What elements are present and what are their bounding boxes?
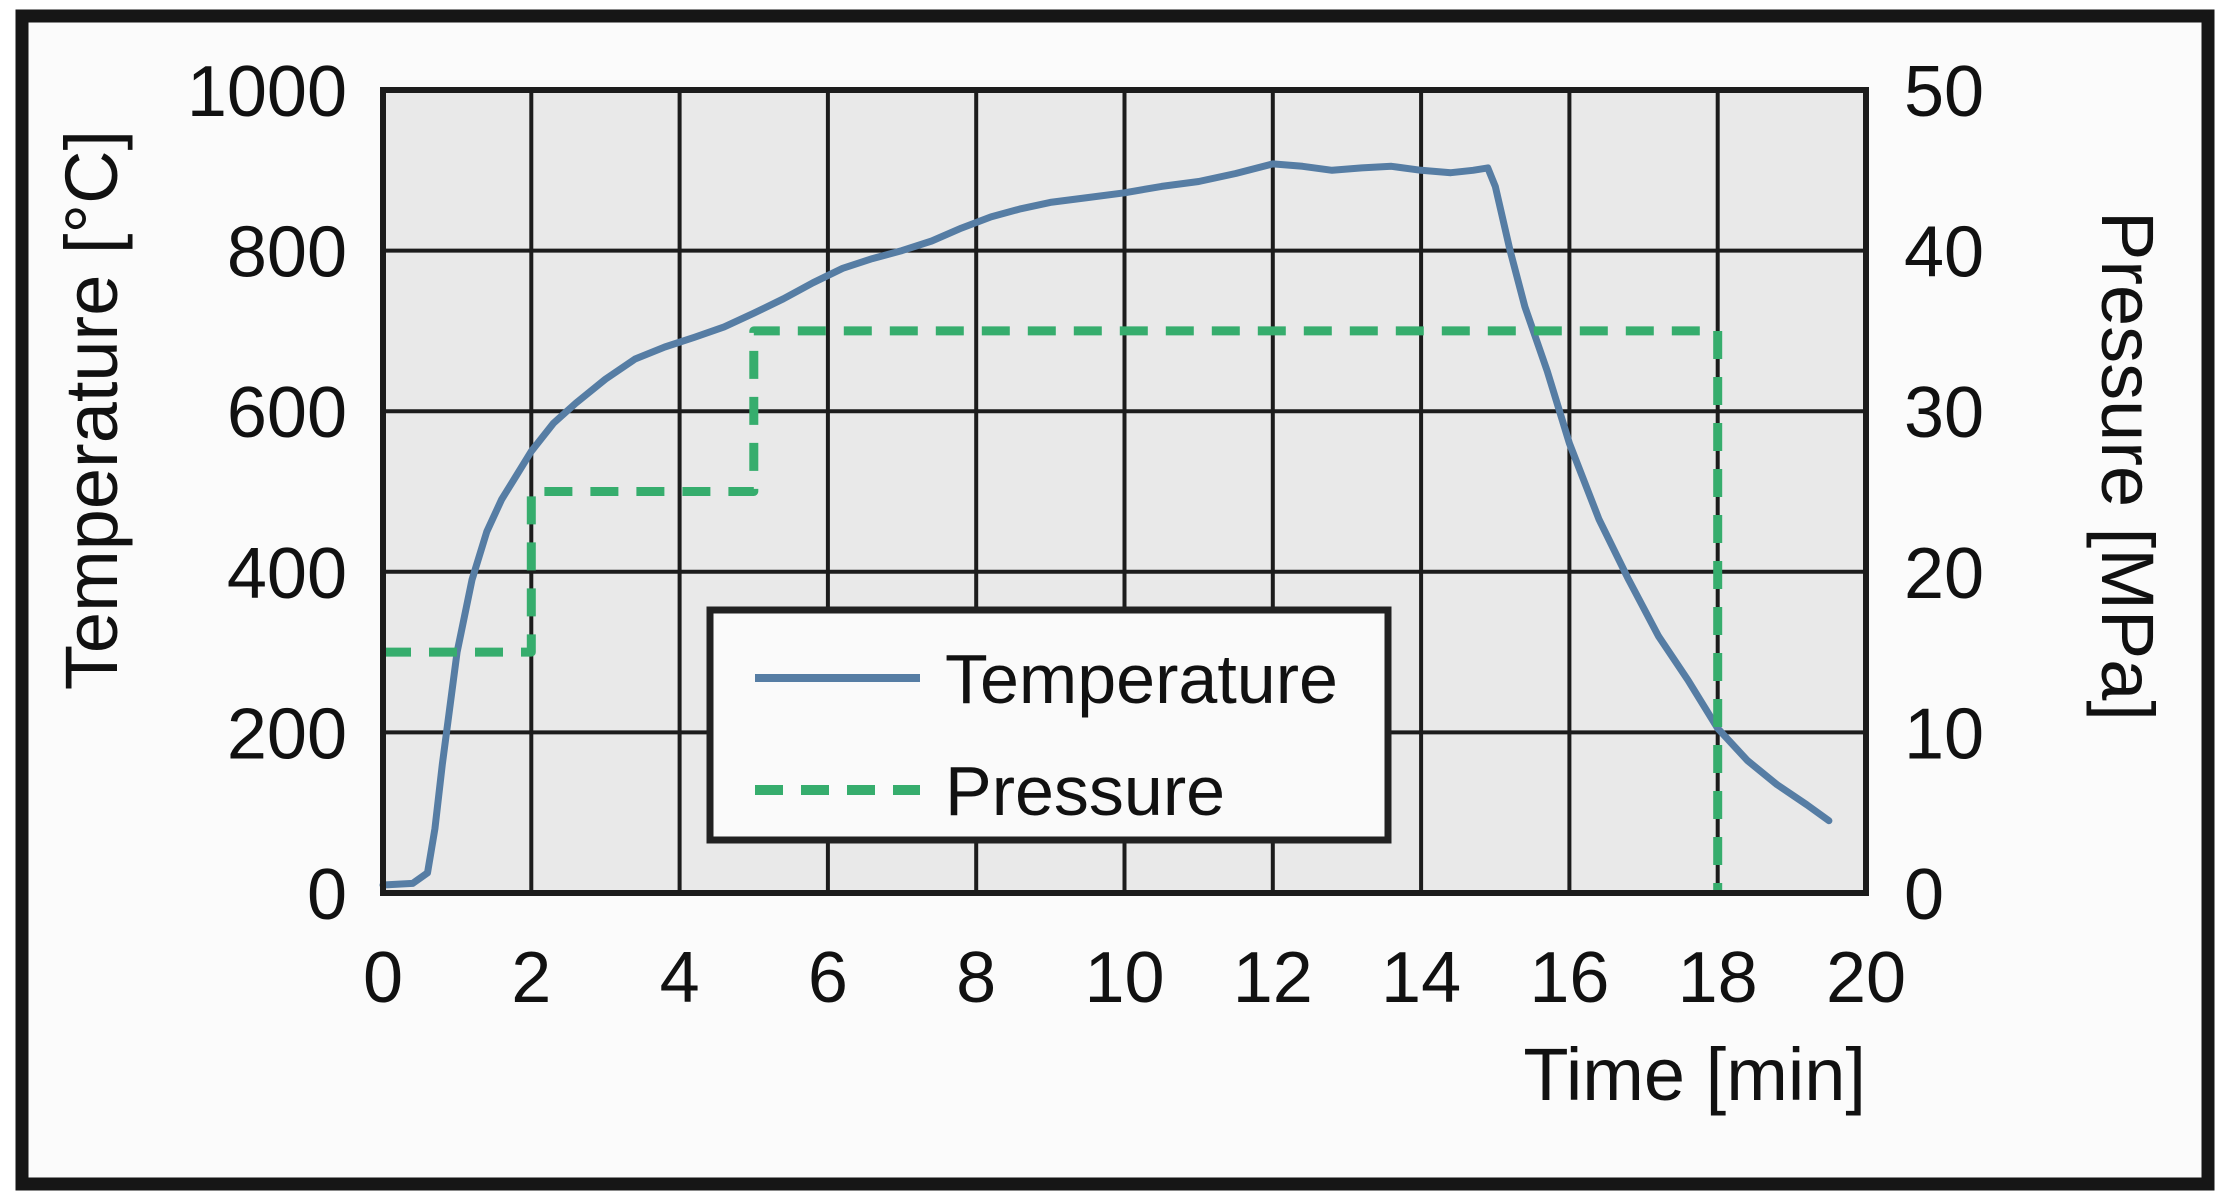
y-right-tick-label: 10 [1904, 694, 1984, 774]
x-tick-label: 6 [808, 938, 848, 1018]
y-right-tick-label: 20 [1904, 534, 1984, 614]
x-tick-label: 14 [1381, 938, 1461, 1018]
y-right-tick-label: 30 [1904, 373, 1984, 453]
y-right-tick-label: 40 [1904, 213, 1984, 293]
y-left-tick-label: 800 [227, 213, 347, 293]
legend-label-temperature: Temperature [945, 640, 1338, 718]
x-tick-label: 20 [1826, 938, 1906, 1018]
series-line-temperature [379, 160, 1833, 889]
plot-frame [380, 87, 1869, 896]
y-left-tick-label: 400 [227, 534, 347, 614]
y-left-tick-label: 1000 [187, 52, 347, 132]
y-right-tick-label: 0 [1904, 855, 1944, 935]
y-right-tick-label: 50 [1904, 52, 1984, 132]
x-tick-label: 10 [1084, 938, 1164, 1018]
legend-label-pressure: Pressure [945, 752, 1225, 830]
x-tick-label: 16 [1529, 938, 1609, 1018]
x-tick-label: 2 [511, 938, 551, 1018]
x-tick-label: 12 [1233, 938, 1313, 1018]
y-left-tick-label: 600 [227, 373, 347, 453]
legend-box [706, 606, 1392, 844]
y-left-tick-label: 200 [227, 694, 347, 774]
y-left-tick-label: 0 [307, 855, 347, 935]
x-tick-label: 8 [956, 938, 996, 1018]
x-tick-label: 0 [363, 938, 403, 1018]
x-tick-label: 18 [1678, 938, 1758, 1018]
x-axis-title: Time [min] [1523, 1033, 1866, 1116]
y-left-axis-title: Temperature [°C] [50, 130, 133, 690]
x-tick-label: 4 [660, 938, 700, 1018]
y-right-axis-title: Pressure [MPa] [2086, 211, 2169, 721]
series-line-pressure [383, 326, 1723, 893]
